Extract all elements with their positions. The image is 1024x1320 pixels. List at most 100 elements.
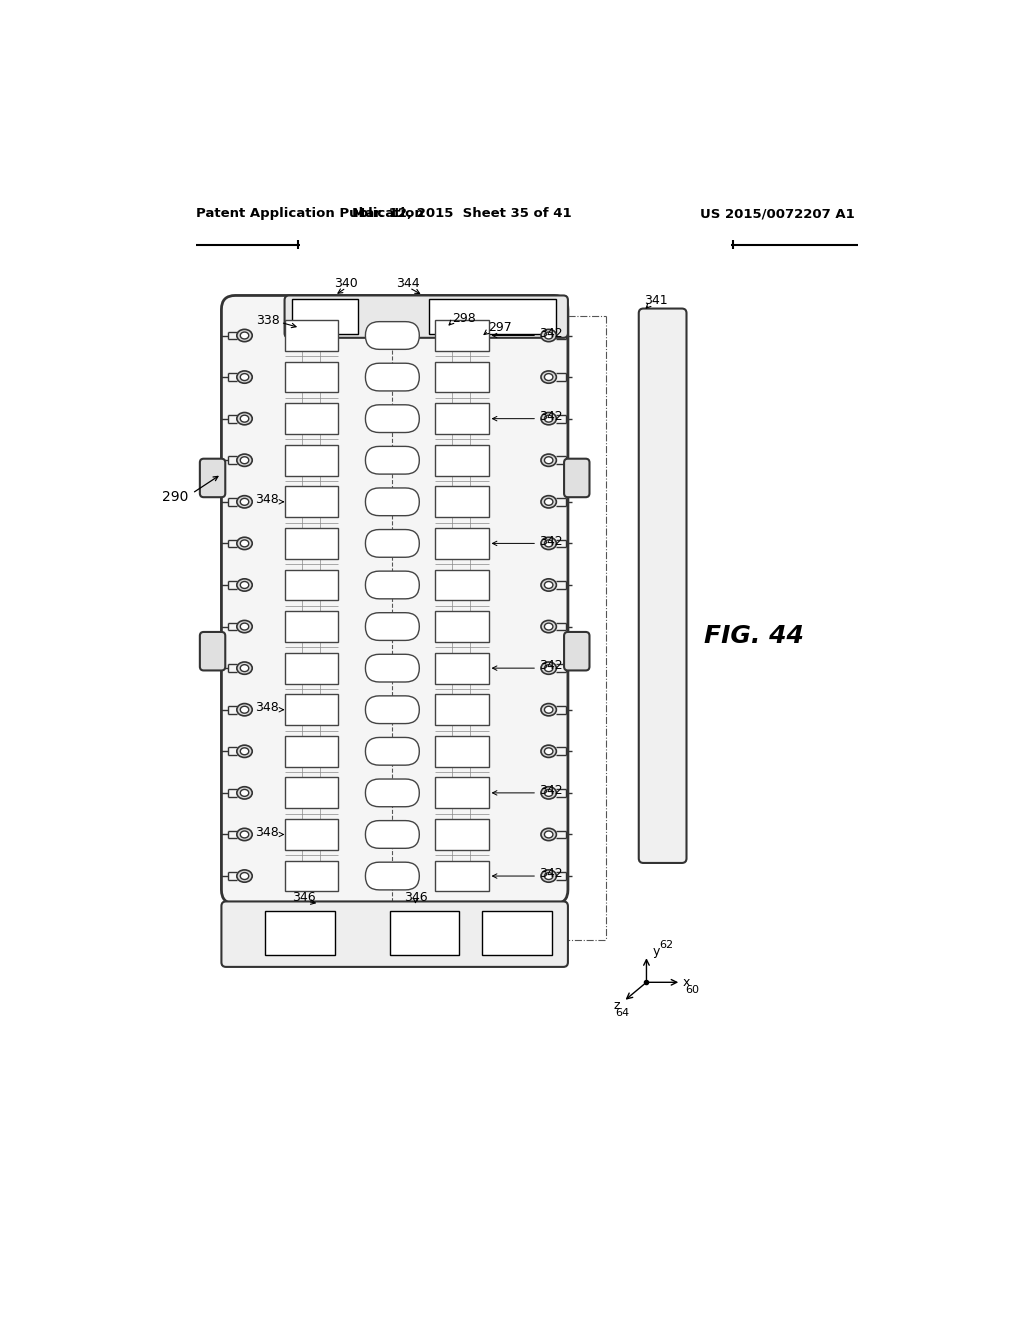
Ellipse shape: [545, 789, 553, 796]
Bar: [285, 321, 339, 351]
Ellipse shape: [237, 787, 252, 799]
Ellipse shape: [237, 829, 252, 841]
Text: 342: 342: [539, 659, 562, 672]
FancyBboxPatch shape: [366, 446, 419, 474]
Ellipse shape: [541, 330, 556, 342]
Bar: [285, 737, 339, 767]
Ellipse shape: [545, 832, 553, 838]
Bar: [435, 321, 488, 351]
Ellipse shape: [541, 454, 556, 466]
FancyBboxPatch shape: [366, 696, 419, 723]
Text: 348: 348: [255, 492, 280, 506]
Bar: [285, 611, 339, 642]
Ellipse shape: [241, 374, 249, 380]
Ellipse shape: [545, 416, 553, 422]
FancyBboxPatch shape: [366, 738, 419, 766]
Bar: [285, 861, 339, 891]
Ellipse shape: [237, 330, 252, 342]
Ellipse shape: [545, 374, 553, 380]
Text: z: z: [614, 999, 621, 1012]
FancyBboxPatch shape: [366, 572, 419, 599]
FancyBboxPatch shape: [221, 902, 568, 966]
Ellipse shape: [541, 744, 556, 758]
FancyBboxPatch shape: [366, 612, 419, 640]
Ellipse shape: [545, 748, 553, 755]
FancyBboxPatch shape: [366, 405, 419, 433]
Ellipse shape: [541, 578, 556, 591]
Text: 342: 342: [539, 535, 562, 548]
Ellipse shape: [237, 663, 252, 675]
Text: 342: 342: [539, 867, 562, 880]
Bar: [435, 694, 488, 725]
Ellipse shape: [241, 582, 249, 589]
Bar: [285, 528, 339, 558]
Ellipse shape: [237, 704, 252, 715]
FancyBboxPatch shape: [366, 821, 419, 849]
Ellipse shape: [241, 873, 249, 879]
Bar: [435, 653, 488, 684]
Bar: [265, 911, 335, 956]
Text: 62: 62: [658, 940, 673, 950]
Ellipse shape: [541, 870, 556, 882]
FancyBboxPatch shape: [221, 296, 568, 904]
Ellipse shape: [241, 416, 249, 422]
Bar: [292, 300, 357, 334]
FancyBboxPatch shape: [639, 309, 686, 863]
Text: US 2015/0072207 A1: US 2015/0072207 A1: [699, 207, 854, 220]
Bar: [435, 445, 488, 475]
Text: y: y: [652, 945, 660, 958]
FancyBboxPatch shape: [200, 632, 225, 671]
Ellipse shape: [541, 496, 556, 508]
Bar: [285, 404, 339, 434]
Ellipse shape: [545, 499, 553, 506]
FancyBboxPatch shape: [366, 529, 419, 557]
Ellipse shape: [545, 706, 553, 713]
Bar: [285, 653, 339, 684]
Bar: [482, 911, 552, 956]
Ellipse shape: [545, 873, 553, 879]
Text: 341: 341: [644, 294, 668, 308]
Bar: [435, 818, 488, 850]
Ellipse shape: [545, 582, 553, 589]
Text: 342: 342: [539, 784, 562, 797]
Ellipse shape: [237, 496, 252, 508]
Text: 342: 342: [539, 326, 562, 339]
FancyBboxPatch shape: [564, 459, 590, 498]
Bar: [435, 487, 488, 517]
FancyBboxPatch shape: [366, 779, 419, 807]
Bar: [285, 694, 339, 725]
Ellipse shape: [241, 706, 249, 713]
Ellipse shape: [541, 620, 556, 632]
Ellipse shape: [541, 663, 556, 675]
Bar: [435, 362, 488, 392]
Bar: [285, 362, 339, 392]
Ellipse shape: [541, 829, 556, 841]
Text: Patent Application Publication: Patent Application Publication: [196, 207, 424, 220]
FancyBboxPatch shape: [366, 862, 419, 890]
FancyBboxPatch shape: [366, 655, 419, 682]
Text: 348: 348: [255, 825, 280, 838]
Text: 297: 297: [488, 321, 512, 334]
Text: 346: 346: [292, 891, 315, 904]
Ellipse shape: [241, 540, 249, 546]
Bar: [435, 737, 488, 767]
Text: 348: 348: [255, 701, 280, 714]
Ellipse shape: [545, 333, 553, 339]
Ellipse shape: [241, 333, 249, 339]
Ellipse shape: [241, 832, 249, 838]
Text: 64: 64: [614, 1008, 629, 1018]
Ellipse shape: [241, 499, 249, 506]
Bar: [285, 487, 339, 517]
Ellipse shape: [237, 870, 252, 882]
Text: FIG. 44: FIG. 44: [705, 624, 804, 648]
Ellipse shape: [237, 454, 252, 466]
Bar: [435, 611, 488, 642]
Ellipse shape: [237, 620, 252, 632]
Ellipse shape: [541, 371, 556, 383]
Ellipse shape: [545, 665, 553, 672]
Text: 338: 338: [256, 314, 280, 326]
Ellipse shape: [545, 457, 553, 463]
Bar: [429, 300, 556, 334]
Bar: [435, 777, 488, 808]
FancyBboxPatch shape: [285, 296, 568, 338]
